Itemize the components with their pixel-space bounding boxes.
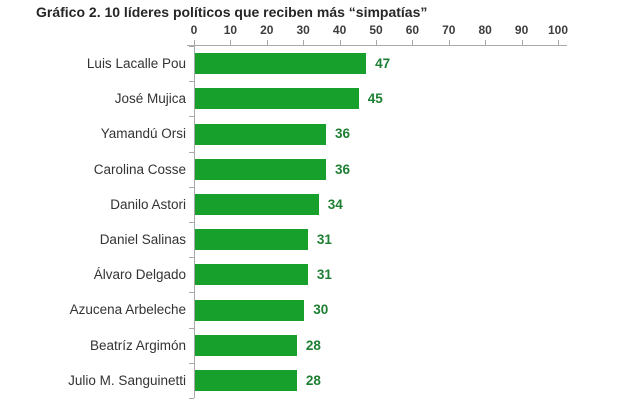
category-boundary-tick	[189, 362, 194, 364]
x-tick-mark	[194, 40, 195, 45]
category-boundary-tick	[189, 222, 194, 223]
value-label: 31	[316, 232, 332, 247]
category-label: Daniel Salinas	[99, 232, 186, 247]
x-tick-mark	[230, 40, 232, 45]
category-label: Carolina Cosse	[93, 161, 186, 177]
bar	[195, 88, 359, 110]
y-axis-line	[194, 45, 195, 398]
category-boundary-tick	[189, 292, 194, 294]
x-tick-label: 20	[260, 23, 274, 37]
category-label: Beatríz Argimón	[89, 337, 186, 353]
category-boundary-tick	[189, 257, 194, 259]
x-tick-label: 90	[514, 23, 529, 37]
x-tick-label: 50	[369, 23, 383, 37]
x-tick-label: 80	[478, 23, 492, 37]
x-tick-label: 40	[332, 23, 347, 37]
x-tick-mark	[558, 40, 559, 45]
category-boundary-tick	[189, 186, 194, 188]
bar	[195, 193, 319, 215]
value-label: 31	[316, 267, 332, 283]
value-label: 36	[335, 161, 351, 177]
bar	[195, 229, 308, 251]
chart-title: Gráfico 2. 10 líderes políticos que reci…	[36, 4, 428, 20]
value-label: 45	[367, 91, 383, 107]
category-label: Julio M. Sanguinetti	[68, 372, 186, 388]
x-axis-line	[187, 45, 567, 46]
x-tick-label: 70	[442, 23, 456, 37]
category-label: Yamandú Orsi	[100, 126, 186, 142]
category-boundary-tick	[189, 46, 194, 47]
x-tick-label: 100	[547, 23, 569, 37]
x-tick-mark	[485, 40, 487, 45]
value-label: 28	[305, 337, 321, 353]
x-tick-label: 10	[223, 23, 238, 37]
x-tick-label: 60	[405, 23, 420, 37]
bar	[195, 53, 367, 75]
category-boundary-tick	[189, 398, 194, 399]
value-label: 30	[313, 302, 329, 318]
bar	[195, 369, 297, 391]
category-boundary-tick	[189, 327, 194, 329]
bar	[195, 158, 327, 180]
x-tick-mark	[448, 40, 450, 45]
value-label: 28	[305, 372, 321, 388]
category-label: Azucena Arbeleche	[69, 302, 186, 318]
x-tick-label: 0	[190, 23, 198, 37]
x-tick-mark	[303, 40, 305, 45]
x-tick-mark	[376, 40, 377, 45]
x-tick-mark	[339, 40, 341, 45]
bar	[195, 264, 308, 286]
category-label: José Mujica	[114, 91, 186, 107]
value-label: 36	[335, 126, 351, 142]
x-tick-label: 30	[296, 23, 310, 37]
category-boundary-tick	[189, 151, 194, 153]
value-label: 34	[327, 196, 343, 212]
x-tick-mark	[266, 40, 268, 45]
bar	[195, 123, 327, 145]
x-tick-mark	[521, 40, 523, 45]
category-boundary-tick	[189, 81, 194, 83]
category-boundary-tick	[189, 116, 194, 118]
category-label: Álvaro Delgado	[93, 267, 186, 283]
bar	[195, 334, 297, 356]
value-label: 47	[375, 56, 391, 71]
category-label: Danilo Astori	[110, 196, 186, 212]
category-label: Luis Lacalle Pou	[86, 56, 186, 71]
bar	[195, 299, 305, 321]
x-tick-mark	[412, 40, 414, 45]
